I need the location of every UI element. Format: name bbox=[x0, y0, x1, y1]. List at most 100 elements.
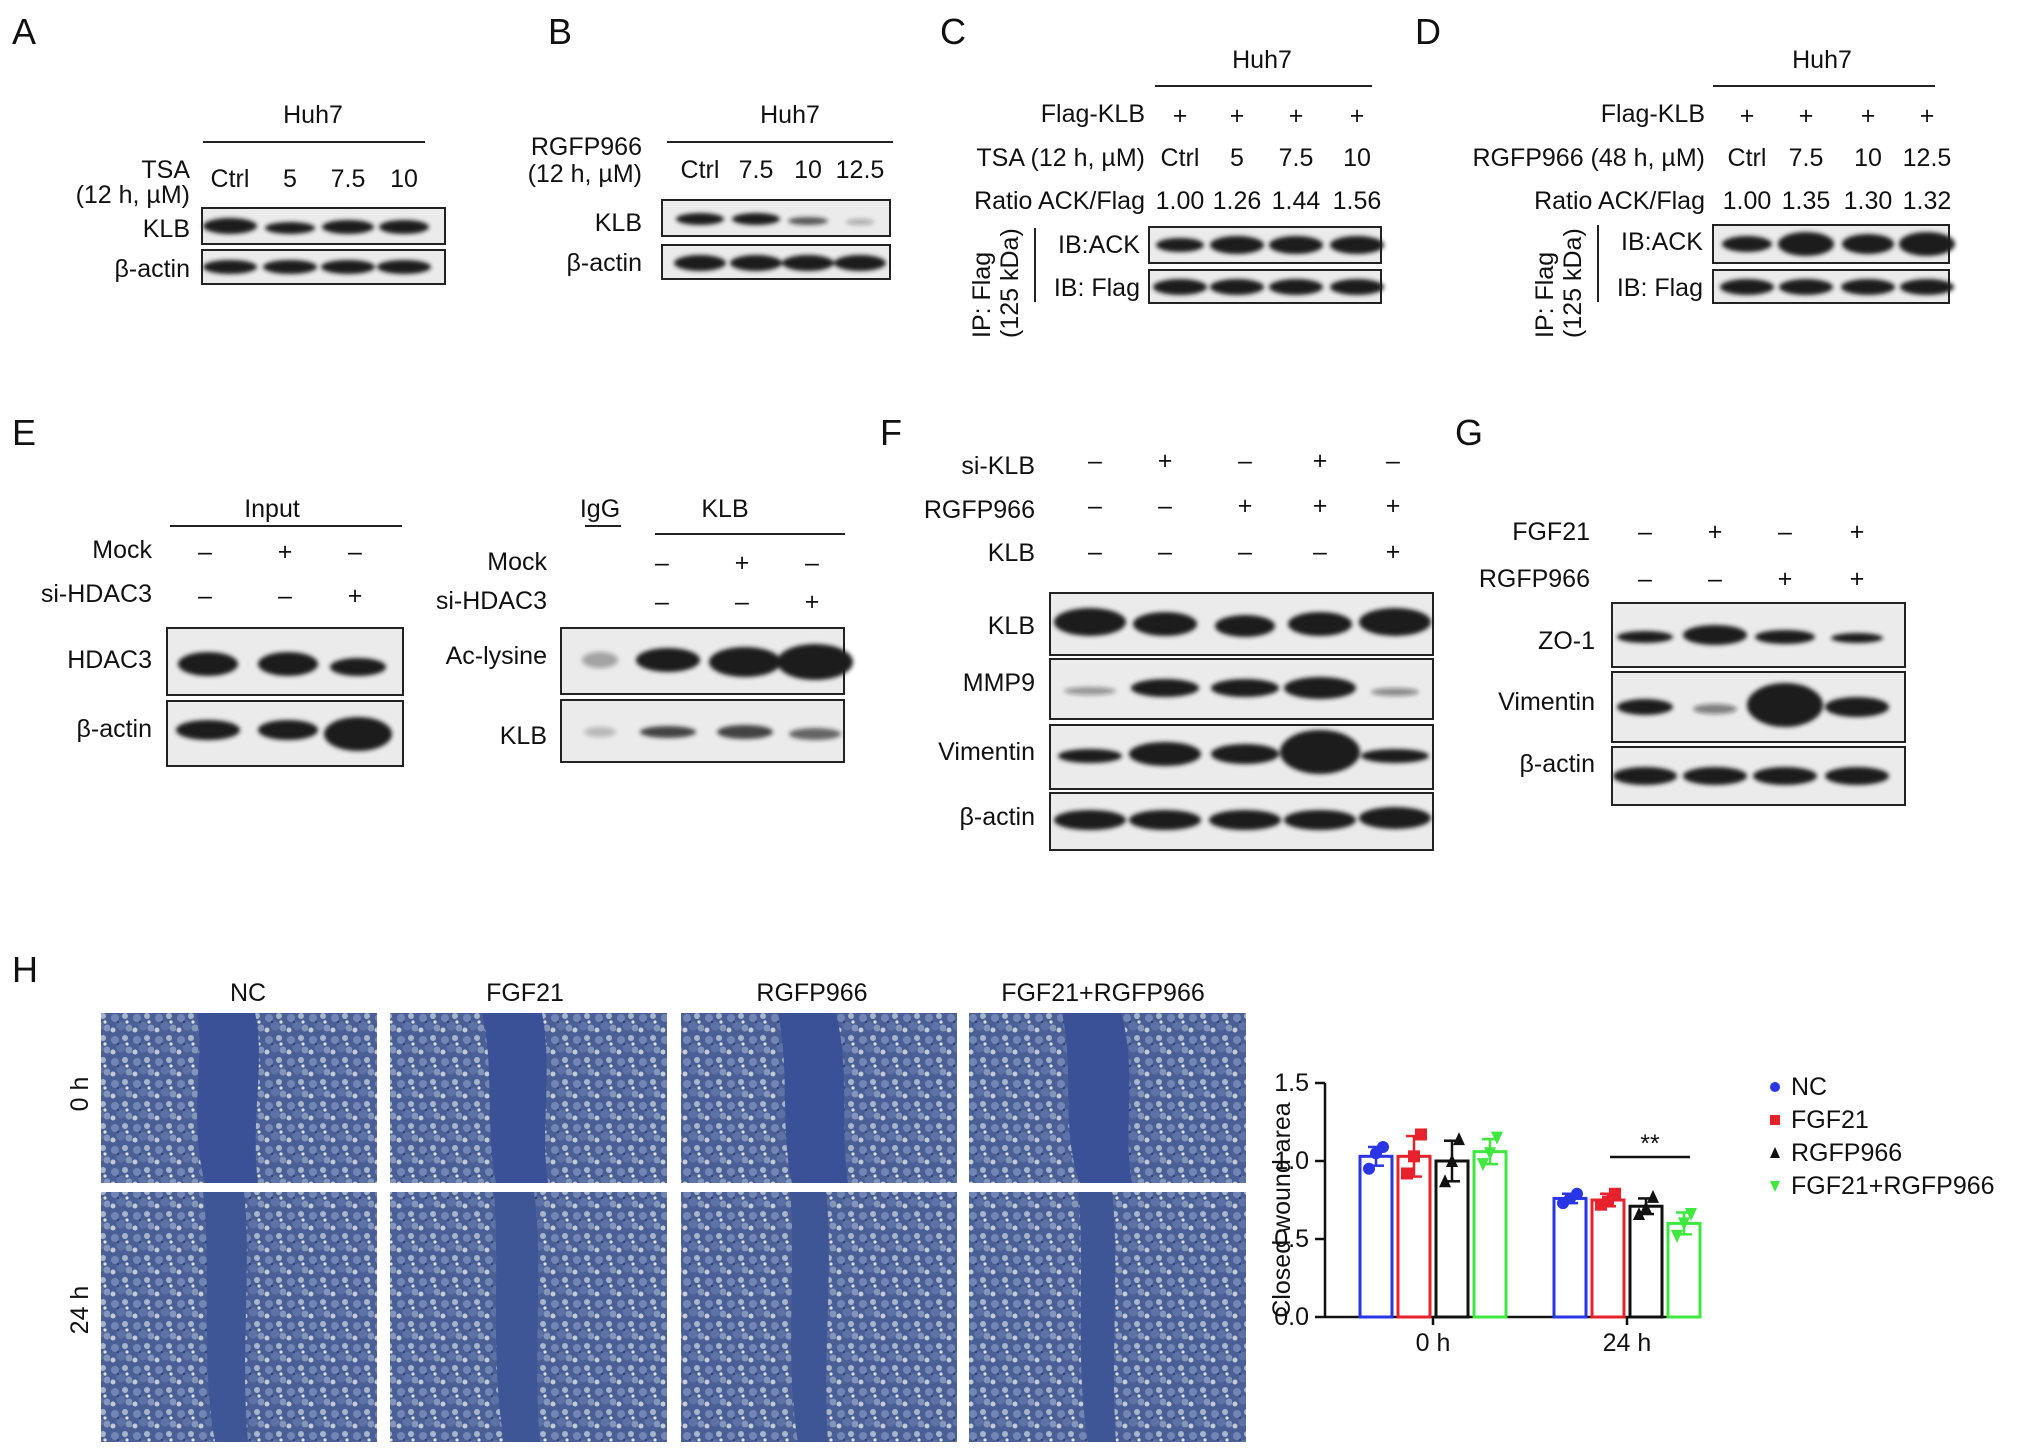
igg-label: IgG bbox=[580, 495, 620, 523]
blot-bands bbox=[1054, 608, 1431, 830]
sign: – bbox=[1638, 518, 1652, 546]
treatment-label: RGFP966 (48 h, µM) bbox=[1472, 144, 1705, 172]
ip-sub-label: (125 kDa) bbox=[1559, 228, 1587, 338]
blot-label: Vimentin bbox=[938, 738, 1035, 766]
sign: + bbox=[1230, 102, 1245, 130]
sign: – bbox=[805, 549, 819, 577]
sign: + bbox=[735, 549, 750, 577]
data-point bbox=[1453, 1132, 1465, 1146]
ratio-label: Ratio ACK/Flag bbox=[1534, 187, 1705, 215]
sign: – bbox=[198, 582, 212, 610]
lane-label: 7.5 bbox=[1279, 144, 1314, 172]
blot-label: IB:ACK bbox=[1621, 228, 1703, 256]
ip-sub-label: (125 kDa) bbox=[996, 228, 1024, 338]
sign: + bbox=[1920, 102, 1935, 130]
wound-image bbox=[101, 1192, 377, 1442]
cell-line-label: Huh7 bbox=[760, 101, 820, 129]
condition-label: Mock bbox=[487, 548, 547, 576]
blot-label: β-actin bbox=[114, 255, 190, 283]
data-point bbox=[1633, 1207, 1645, 1221]
blot-bands bbox=[203, 218, 431, 274]
bar bbox=[1472, 1150, 1508, 1319]
blot-bands bbox=[1613, 625, 1889, 785]
sign: + bbox=[1173, 102, 1188, 130]
panel-letter-b: B bbox=[548, 11, 572, 52]
sign: – bbox=[1386, 447, 1400, 475]
data-point bbox=[1609, 1187, 1621, 1200]
treatment-label: TSA bbox=[141, 156, 190, 184]
legend-marker bbox=[1770, 1115, 1780, 1125]
sign: + bbox=[1313, 447, 1328, 475]
condition-label: si-HDAC3 bbox=[436, 587, 547, 615]
sign: + bbox=[1313, 492, 1328, 520]
data-point bbox=[1491, 1131, 1503, 1145]
significance-annotation: ** bbox=[1640, 1130, 1660, 1158]
lane-label: 12.5 bbox=[836, 156, 885, 184]
lane-label: 10 bbox=[1854, 144, 1882, 172]
ratio-value: 1.32 bbox=[1903, 187, 1952, 215]
sign: – bbox=[1088, 492, 1102, 520]
panel-letter-h: H bbox=[12, 949, 38, 990]
blot-label: IB: Flag bbox=[1054, 274, 1140, 302]
ip-label: IP: Flag bbox=[1531, 252, 1559, 338]
row-label: 24 h bbox=[66, 1286, 94, 1335]
ratio-value: 1.56 bbox=[1333, 187, 1382, 215]
treatment-label: RGFP966 bbox=[531, 133, 642, 161]
panel-letter-e: E bbox=[12, 412, 36, 453]
sign: + bbox=[1386, 492, 1401, 520]
sign: – bbox=[1708, 565, 1722, 593]
lane-label: 7.5 bbox=[331, 165, 366, 193]
condition-label: si-KLB bbox=[961, 452, 1035, 480]
data-point bbox=[1415, 1128, 1427, 1141]
legend-label: RGFP966 bbox=[1791, 1139, 1902, 1167]
blot-label: KLB bbox=[143, 215, 190, 243]
ratio-value: 1.30 bbox=[1844, 187, 1893, 215]
blot-label: ZO-1 bbox=[1538, 627, 1595, 655]
treatment-sub-label: (12 h, µM) bbox=[528, 160, 642, 188]
sign: – bbox=[1238, 447, 1252, 475]
wound-image bbox=[390, 1192, 667, 1442]
panel-letter-d: D bbox=[1415, 11, 1441, 52]
lane-label: 12.5 bbox=[1903, 144, 1952, 172]
panel-f: F si-KLB – + – + – RGFP966 – – + + + KLB… bbox=[880, 412, 1434, 851]
bar bbox=[1552, 1196, 1588, 1319]
wound-image bbox=[390, 1013, 667, 1183]
panel-e: E Input Mock – + – si-HDAC3 – – + HDAC3 … bbox=[12, 412, 853, 767]
wound-images bbox=[101, 1013, 1246, 1442]
data-point bbox=[1477, 1158, 1489, 1172]
sign: + bbox=[1850, 518, 1865, 546]
data-point bbox=[1377, 1140, 1389, 1153]
condition-label: si-HDAC3 bbox=[41, 580, 152, 608]
panel-letter-g: G bbox=[1455, 412, 1483, 453]
y-tick-label: 0.5 bbox=[1274, 1225, 1309, 1253]
sign: – bbox=[1158, 492, 1172, 520]
sign: + bbox=[1158, 447, 1173, 475]
blot-bands bbox=[176, 652, 392, 751]
data-point bbox=[1678, 1217, 1690, 1231]
lane-label: 7.5 bbox=[1789, 144, 1824, 172]
data-point bbox=[1363, 1162, 1375, 1175]
ratio-label: Ratio ACK/Flag bbox=[974, 187, 1145, 215]
wound-image bbox=[681, 1192, 957, 1442]
y-axis-label: Closed wound area bbox=[1268, 1102, 1296, 1318]
blot-label: KLB bbox=[595, 209, 642, 237]
sign: + bbox=[1850, 565, 1865, 593]
legend-marker bbox=[1770, 1147, 1780, 1158]
blot-label: KLB bbox=[500, 722, 547, 750]
sign: – bbox=[735, 588, 749, 616]
condition-label: RGFP966 bbox=[924, 496, 1035, 524]
wound-image bbox=[969, 1192, 1246, 1442]
legend-label: FGF21 bbox=[1791, 1106, 1869, 1134]
data-point bbox=[1408, 1150, 1420, 1163]
data-point bbox=[1446, 1154, 1458, 1167]
column-label: FGF21+RGFP966 bbox=[1001, 979, 1205, 1007]
data-point bbox=[1640, 1200, 1652, 1214]
sign: – bbox=[655, 588, 669, 616]
panel-letter-c: C bbox=[940, 11, 966, 52]
sign: + bbox=[1350, 102, 1365, 130]
legend: NC FGF21 RGFP966 FGF21+RGFP966 bbox=[1770, 1073, 1995, 1200]
sign: + bbox=[1289, 102, 1304, 130]
panel-letter-a: A bbox=[12, 11, 36, 52]
sign: – bbox=[1238, 538, 1252, 566]
